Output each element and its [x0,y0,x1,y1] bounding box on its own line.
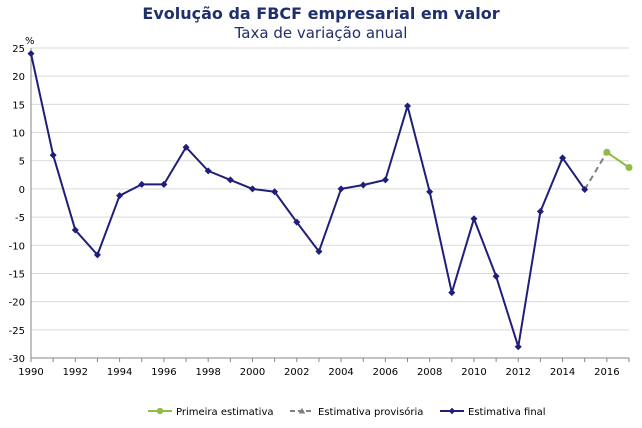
data-point [603,148,611,156]
data-point [426,188,434,196]
series-lines [30,53,630,348]
x-tick-label: 2006 [373,367,398,378]
y-tick-label: 0 [19,185,25,196]
legend-marker [448,407,456,415]
chart-title: Evolução da FBCF empresarial em valor [142,4,500,23]
x-tick-label: 1992 [63,367,88,378]
data-point [116,192,124,200]
data-point [581,185,589,193]
data-point [559,154,567,162]
x-tick-label: 2012 [506,367,531,378]
data-point [404,102,412,110]
y-tick-label: 15 [12,100,25,111]
data-point [337,185,345,193]
x-tick-label: 2016 [594,367,619,378]
data-point [271,188,279,196]
series-line [583,151,608,190]
data-point [359,181,367,189]
data-point [71,226,79,234]
data-point [226,176,234,184]
y-tick-label: -15 [9,269,25,280]
y-tick-label: 5 [19,157,25,168]
data-point [315,247,323,255]
y-tick-label: -20 [9,298,25,309]
data-point [536,207,544,215]
legend-marker [298,407,306,414]
y-tick-label: -25 [9,326,25,337]
x-tick-label: 2004 [328,367,353,378]
axes [30,48,630,362]
chart-subtitle: Taxa de variação anual [234,24,408,42]
x-tick-label: 1998 [195,367,220,378]
x-tick-label: 2002 [284,367,309,378]
y-tick-label: 20 [12,72,25,83]
legend-marker [156,407,164,415]
x-tick-label: 2008 [417,367,442,378]
y-tick-label: -30 [9,354,25,365]
data-point [448,289,456,297]
y-tick-label: 10 [12,129,25,140]
y-axis-unit-label: % [25,36,35,47]
y-tick-label: 25 [12,44,25,55]
data-point [138,180,146,188]
y-tick-label: -10 [9,241,25,252]
tick-labels: 25 20 15 10 5 0 -5 -10 -15 -20 -25 -30% 1990 1992 1994… [9,36,620,378]
data-point [93,251,101,259]
data-point [293,218,301,226]
series-line [606,151,630,169]
x-tick-label: 2010 [461,367,486,378]
data-point [248,185,256,193]
legend-label: Estimativa provisória [318,406,423,418]
legend-label: Estimativa final [468,407,546,418]
data-point [514,343,522,351]
x-tick-label: 2000 [240,367,265,378]
legend-label: Primeira estimativa [176,407,274,418]
data-point [381,176,389,184]
data-point [625,163,633,171]
series-line [30,53,586,348]
data-point [492,272,500,280]
x-tick-label: 1994 [107,367,132,378]
gridlines [31,47,629,359]
x-tick-label: 1996 [151,367,176,378]
data-point [182,143,190,151]
data-point [470,215,478,223]
data-point [204,167,212,175]
legend: Primeira estimativa Estimativa provisória… [148,406,546,418]
data-point [27,50,35,58]
x-tick-label: 2014 [550,367,575,378]
data-markers [27,50,633,351]
x-tick-label: 1990 [18,367,43,378]
y-tick-label: -5 [15,213,25,224]
data-point [160,180,168,188]
data-point [49,151,57,159]
